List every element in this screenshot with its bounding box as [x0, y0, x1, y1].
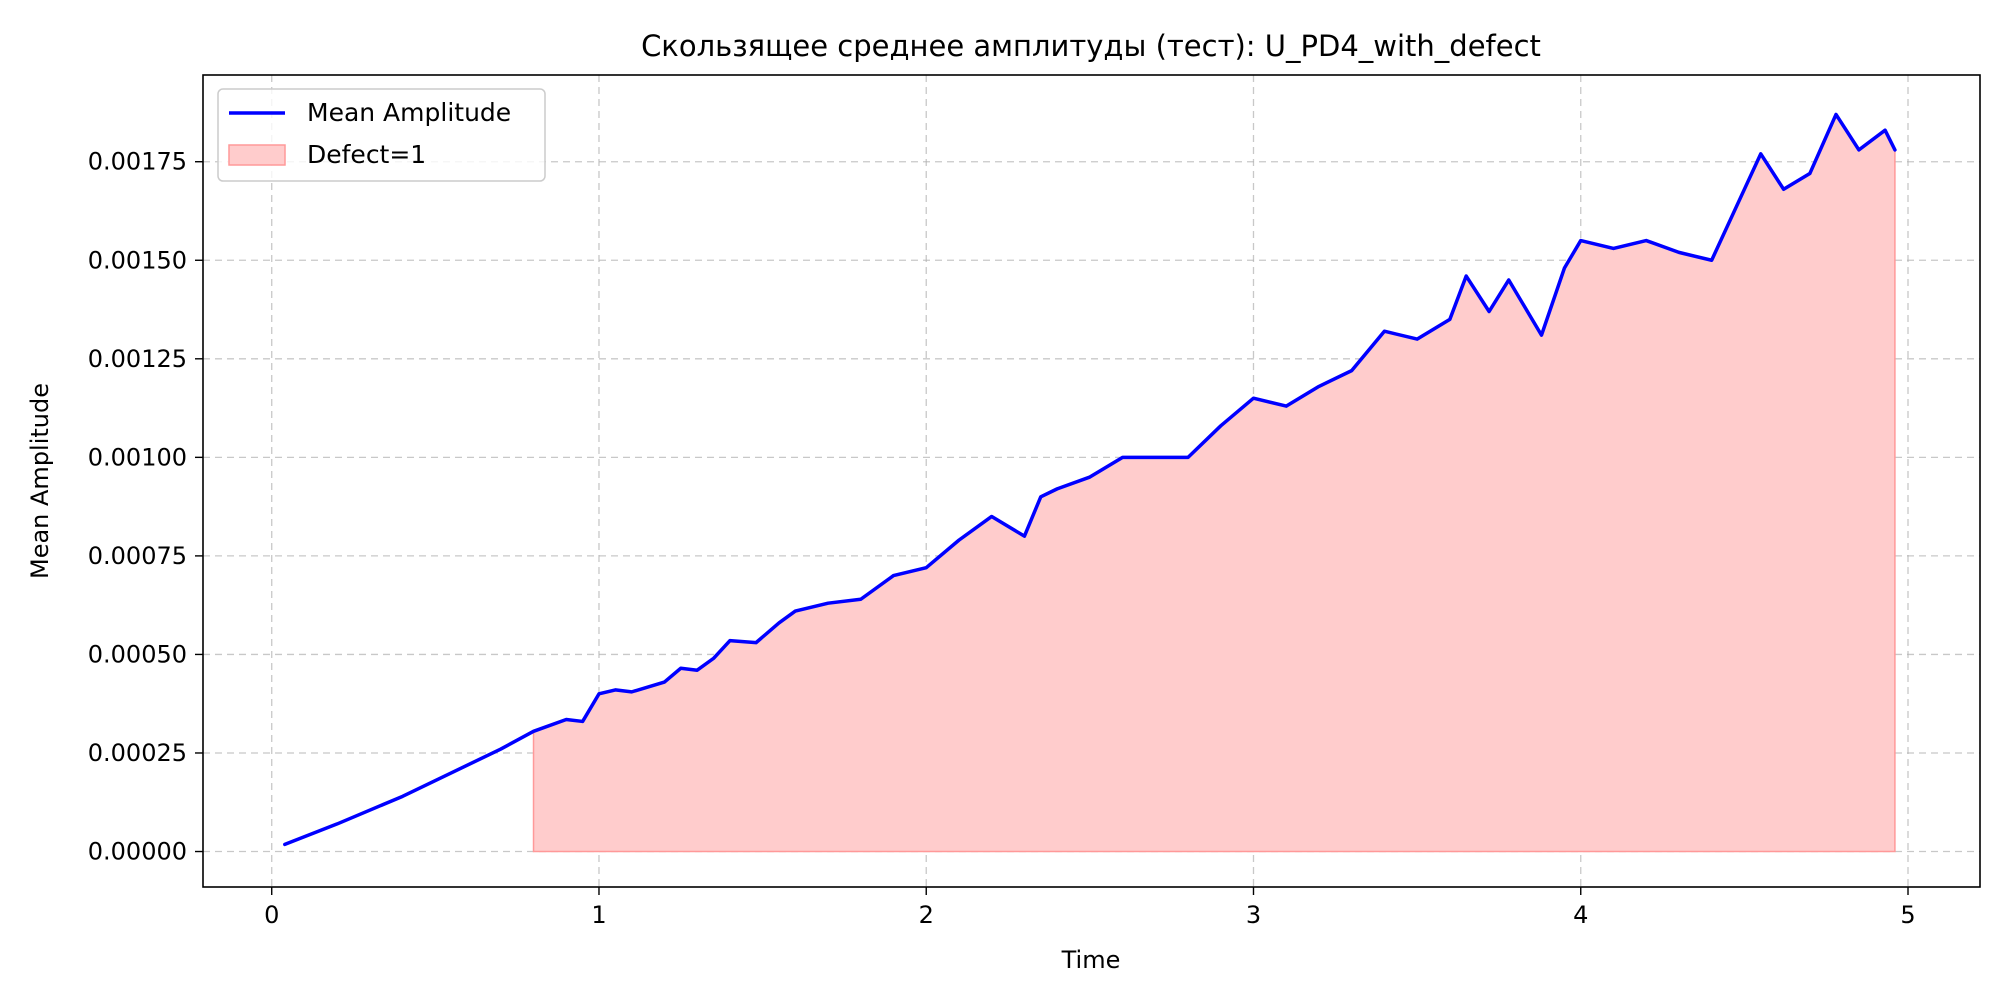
- y-tick-label: 0.00100: [88, 443, 187, 471]
- x-tick-label: 5: [1900, 901, 1915, 929]
- x-tick-label: 2: [919, 901, 934, 929]
- y-tick-label: 0.00075: [88, 542, 187, 570]
- x-tick-label: 1: [591, 901, 606, 929]
- legend-label-mean-amplitude: Mean Amplitude: [307, 98, 511, 127]
- x-tick-label: 4: [1573, 901, 1588, 929]
- line-layer: [283, 112, 1897, 847]
- y-tick-label: 0.00150: [88, 246, 187, 274]
- legend-label-defect: Defect=1: [307, 140, 426, 169]
- x-tick-label: 3: [1246, 901, 1261, 929]
- chart-title: Скользящее среднее амплитуды (тест): U_P…: [641, 29, 1541, 63]
- mean-amplitude-line: [283, 112, 1897, 847]
- plot-frame: [202, 74, 1981, 888]
- y-tick-label: 0.00175: [88, 148, 187, 176]
- y-tick-label: 0.00050: [88, 640, 187, 668]
- legend-fill-swatch: [228, 144, 286, 166]
- legend: Mean Amplitude Defect=1: [217, 88, 546, 182]
- y-tick-label: 0.00000: [88, 838, 187, 866]
- x-tick-label: 0: [264, 901, 279, 929]
- y-tick-label: 0.00025: [88, 739, 187, 767]
- y-tick-label: 0.00125: [88, 345, 187, 373]
- ticks: 0 1 2 3 4 5 0.00000 0.00025 0.00050 0.00075 0.0010…: [88, 148, 1916, 929]
- x-axis-label: Time: [1061, 946, 1121, 974]
- legend-box: [217, 88, 546, 182]
- y-axis-label: Mean Amplitude: [26, 383, 54, 579]
